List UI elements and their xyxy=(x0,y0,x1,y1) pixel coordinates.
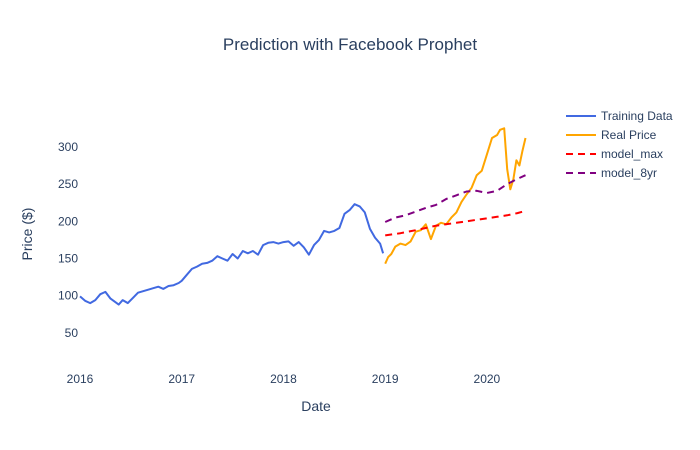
legend-label: Training Data xyxy=(601,109,673,123)
legend[interactable]: Training Data Real Price model_max model_8y… xyxy=(566,109,673,180)
legend-item[interactable]: Real Price xyxy=(566,128,657,142)
chart-title: Prediction with Facebook Prophet xyxy=(223,35,477,54)
legend-item[interactable]: model_max xyxy=(566,147,663,161)
legend-item[interactable]: model_8yr xyxy=(566,166,657,180)
legend-label: model_max xyxy=(601,147,663,161)
y-tick-label: 50 xyxy=(65,326,79,340)
y-tick-label: 300 xyxy=(58,140,78,154)
series-line xyxy=(385,209,526,237)
y-tick-label: 200 xyxy=(58,214,78,228)
legend-item[interactable]: Training Data xyxy=(566,109,673,123)
x-axis: 2016 2017 2018 2019 2020 xyxy=(67,372,501,386)
legend-label: Real Price xyxy=(601,128,657,142)
legend-label: model_8yr xyxy=(601,166,657,180)
x-tick-label: 2017 xyxy=(168,372,195,386)
x-axis-title: Date xyxy=(301,398,331,414)
x-tick-label: 2018 xyxy=(270,372,297,386)
y-tick-label: 250 xyxy=(58,177,78,191)
x-tick-label: 2020 xyxy=(474,372,501,386)
series-line xyxy=(79,203,385,306)
plot-area xyxy=(79,127,527,306)
series-line xyxy=(384,174,526,223)
y-tick-label: 150 xyxy=(58,251,78,265)
y-axis: 50 100 150 200 250 300 xyxy=(58,140,78,340)
x-tick-label: 2016 xyxy=(67,372,94,386)
y-axis-title: Price ($) xyxy=(19,208,35,261)
y-tick-label: 100 xyxy=(58,289,78,303)
x-tick-label: 2019 xyxy=(372,372,399,386)
